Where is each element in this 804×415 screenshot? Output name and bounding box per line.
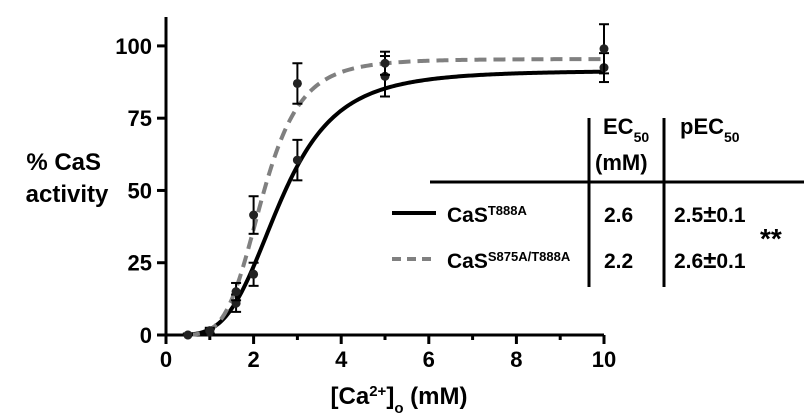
data-points [182, 23, 609, 340]
fit-curve-2 [187, 57, 604, 337]
ec50-value-2: 2.2 [604, 250, 633, 273]
data-point [292, 155, 302, 165]
legend-label-1-sup: T888A [488, 203, 528, 218]
fit-curve-1 [187, 69, 605, 337]
data-point [183, 330, 193, 340]
x-axis-label: [Ca2+]o (mM) [331, 383, 468, 415]
data-point [205, 326, 215, 336]
ec50-base: EC [603, 114, 634, 139]
pec50-1-val: 2.5 [674, 204, 704, 227]
y-tick-label: 0 [140, 323, 152, 348]
legend-label-1: CaST888A [447, 203, 527, 228]
y-tick-label: 100 [115, 34, 152, 59]
table-header-pec50: pEC50 [680, 114, 740, 145]
pec50-value-1: 2.5±0.1 [674, 201, 746, 228]
pec50-value-2: 2.6±0.1 [674, 247, 746, 274]
legend-row-2: CaSS875A/T888A 2.2 2.6±0.1 [392, 247, 746, 274]
pec50-sub: 50 [724, 129, 740, 145]
legend-label-2-base: CaS [447, 250, 488, 273]
data-point [231, 287, 241, 297]
x-tick-label: 2 [247, 347, 259, 372]
pec50-2-val: 2.6 [674, 250, 703, 273]
y-tick-label: 50 [128, 178, 152, 203]
x-label-subscript: o [394, 400, 403, 415]
data-point [249, 269, 259, 279]
pec50-2-pm: ± [703, 247, 716, 274]
pec50-1-pm: ± [703, 201, 716, 228]
ec50-sub: 50 [634, 129, 650, 145]
table-header-ec50-unit: (mM) [595, 150, 648, 175]
ec50-value-1: 2.6 [604, 204, 633, 227]
x-tick-label: 6 [423, 347, 435, 372]
pec50-2-err: 0.1 [716, 250, 746, 273]
fit-curves [187, 57, 605, 337]
y-tick-label: 75 [128, 106, 152, 131]
legend-label-2: CaSS875A/T888A [447, 249, 571, 274]
legend-row-1: CaST888A 2.6 2.5±0.1 [392, 201, 746, 228]
pec50-1-err: 0.1 [716, 204, 746, 227]
data-point [249, 210, 259, 220]
legend-label-2-sup: S875A/T888A [488, 249, 571, 264]
data-point [292, 78, 302, 88]
y-axis-label-line-1: % CaS [26, 149, 101, 176]
data-point [380, 58, 390, 68]
y-axis-label-line-2: activity [26, 181, 109, 208]
pec50-base: pEC [680, 114, 724, 139]
x-tick-label: 4 [335, 347, 348, 372]
table-header-ec50: EC50 [603, 114, 649, 145]
y-axis-label: % CaS activity [26, 149, 109, 208]
significance-marker: ** [760, 223, 782, 254]
x-tick-label: 8 [510, 347, 522, 372]
legend-label-1-base: CaS [447, 204, 488, 227]
x-tick-label: 0 [160, 347, 172, 372]
x-tick-label: 10 [592, 347, 616, 372]
x-label-superscript: 2+ [369, 383, 386, 400]
y-tick-label: 25 [128, 251, 152, 276]
data-point [599, 44, 609, 54]
